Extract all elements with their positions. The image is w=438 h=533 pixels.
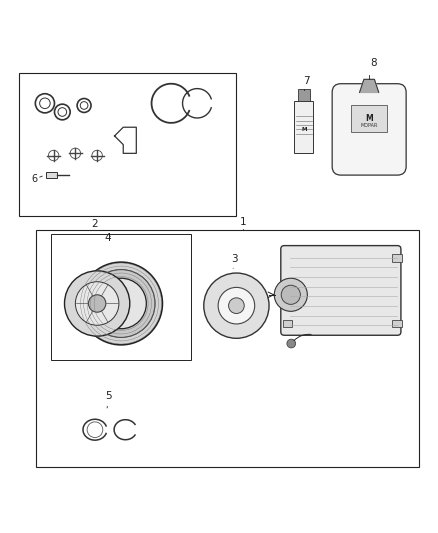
Bar	[283, 320, 292, 327]
Bar	[298, 89, 310, 101]
Bar	[392, 320, 402, 327]
Circle shape	[88, 295, 106, 312]
Bar	[36, 230, 419, 467]
Text: 6: 6	[31, 174, 37, 184]
Circle shape	[274, 278, 307, 311]
Circle shape	[64, 271, 130, 336]
Bar	[392, 254, 402, 262]
Text: M: M	[365, 114, 373, 123]
Bar	[294, 101, 314, 154]
Circle shape	[287, 339, 296, 348]
Text: 4: 4	[105, 233, 111, 243]
Bar	[51, 234, 191, 360]
Circle shape	[281, 285, 300, 304]
Text: M: M	[301, 127, 307, 132]
FancyBboxPatch shape	[332, 84, 406, 175]
Circle shape	[87, 270, 155, 337]
Circle shape	[204, 273, 269, 338]
Bar	[351, 106, 388, 132]
Text: 8: 8	[370, 58, 377, 68]
Circle shape	[96, 278, 146, 329]
Text: 1: 1	[240, 217, 246, 227]
Circle shape	[229, 298, 244, 313]
Circle shape	[80, 262, 162, 345]
Bar	[46, 172, 57, 178]
Text: 2: 2	[92, 216, 98, 229]
Text: 7: 7	[303, 76, 309, 86]
Text: 5: 5	[105, 391, 111, 401]
Polygon shape	[360, 79, 379, 92]
Text: 3: 3	[231, 254, 237, 264]
Circle shape	[218, 287, 254, 324]
Circle shape	[75, 282, 119, 325]
Bar	[19, 73, 237, 216]
FancyBboxPatch shape	[281, 246, 401, 335]
Text: MOPAR: MOPAR	[360, 123, 378, 127]
